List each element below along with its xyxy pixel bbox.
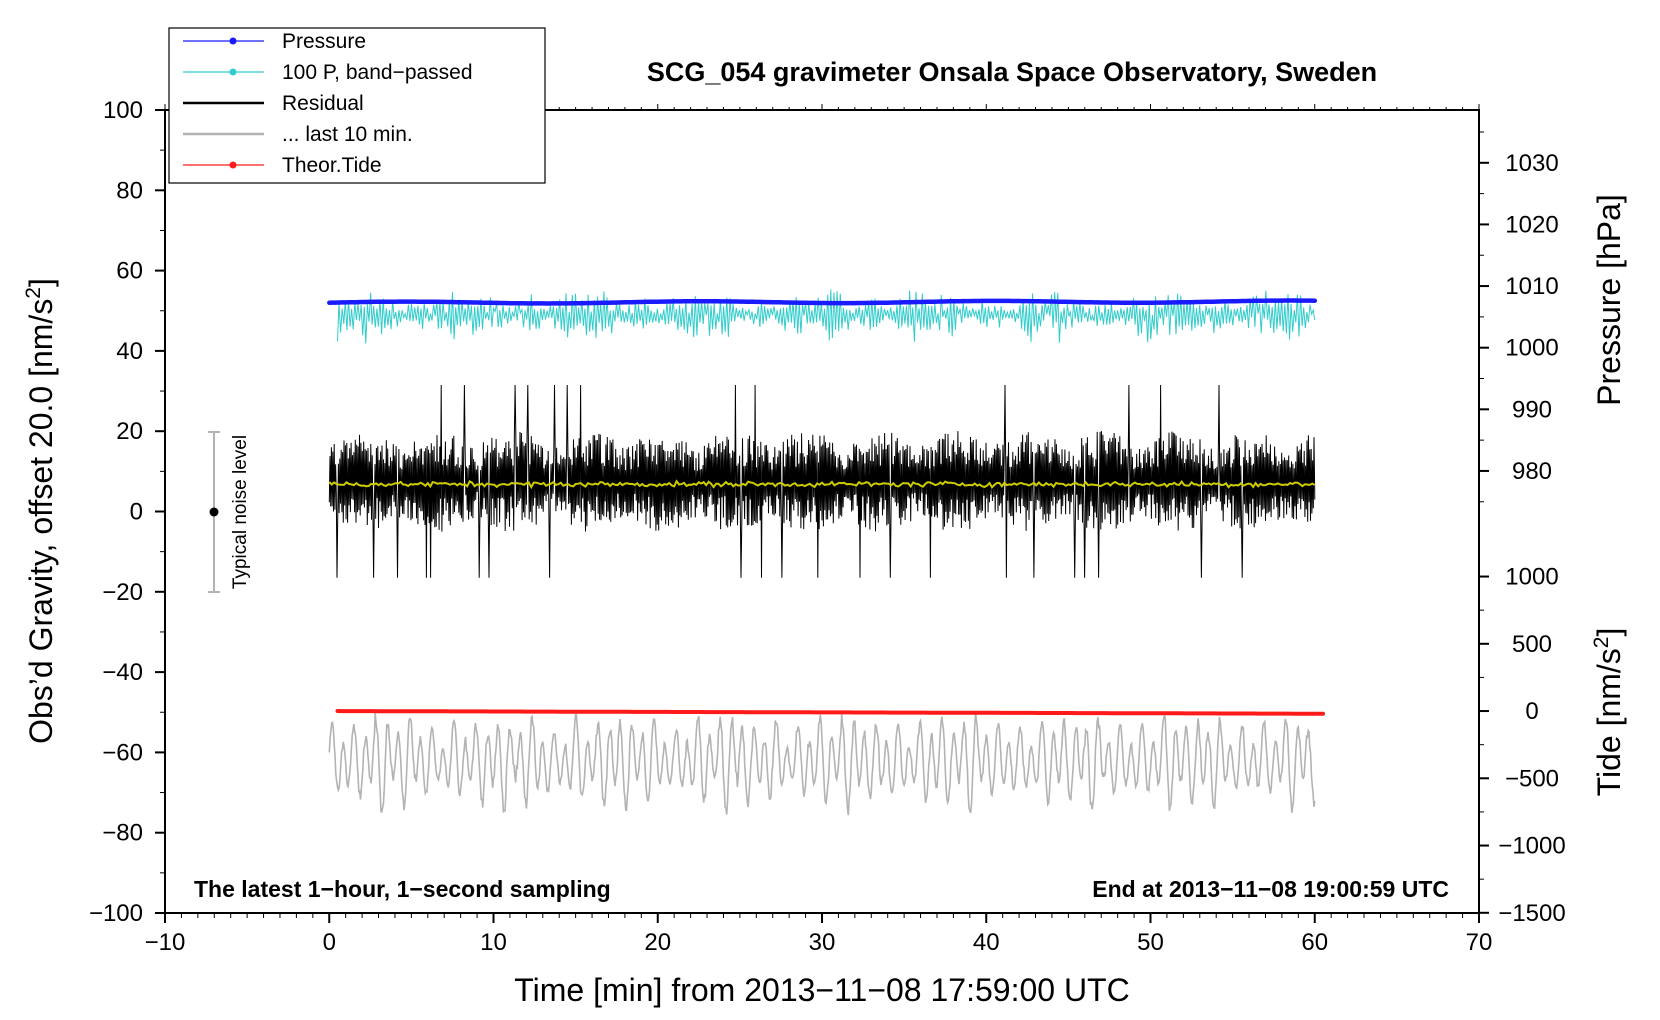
legend-box <box>168 27 546 184</box>
legend-entry: Theor.Tide <box>183 154 382 177</box>
legend-swatch-marker <box>229 161 237 169</box>
band-passed-pressure-line <box>337 289 1316 344</box>
y-tick-label: 100 <box>103 97 143 124</box>
y-tick-label: −100 <box>89 900 143 927</box>
y-tick-label: 0 <box>130 499 143 526</box>
tide-tick-label: 1000 <box>1505 564 1558 591</box>
legend-entry: Pressure <box>183 30 366 53</box>
tide-tick-label: −500 <box>1505 765 1559 792</box>
y-tick-label: −80 <box>102 820 143 847</box>
x-tick-label: −10 <box>145 929 186 956</box>
y-axis-title-main: Obs’d Gravity, offset 20.0 [nm/s <box>23 299 59 744</box>
x-tick-label: 50 <box>1137 929 1164 956</box>
noise-bar-center-dot <box>209 507 219 517</box>
x-tick-label: 20 <box>644 929 671 956</box>
tide-tick-label: −1500 <box>1498 900 1565 927</box>
x-tick-label: 30 <box>809 929 836 956</box>
theoretical-tide-line <box>335 709 1325 716</box>
pressure-tick-label: 980 <box>1512 458 1552 485</box>
data-traces <box>327 289 1325 816</box>
legend-label: Pressure <box>282 30 366 53</box>
pressure-tick-label: 1010 <box>1505 273 1558 300</box>
x-tick-label: 70 <box>1466 929 1493 956</box>
pressure-tick-label: 1020 <box>1505 211 1558 238</box>
tide-tick-label: 500 <box>1512 631 1552 658</box>
pressure-tick-label: 1000 <box>1505 335 1558 362</box>
legend-label: Theor.Tide <box>282 154 382 177</box>
residual-line <box>328 384 1316 578</box>
tide-tick-label: −1000 <box>1498 833 1565 860</box>
y-tick-label: −60 <box>102 739 143 766</box>
x-tick-label: 0 <box>323 929 336 956</box>
last-10-min-line <box>328 712 1316 816</box>
legend-entry: Residual <box>183 92 364 115</box>
legend-label: 100 P, band−passed <box>282 61 473 84</box>
x-tick-label: 60 <box>1301 929 1328 956</box>
legend-label: ... last 10 min. <box>282 123 413 146</box>
y-axis-title-close: ] <box>23 278 59 287</box>
tide-axis-title-sup: 2 <box>1590 637 1613 649</box>
legend-label: Residual <box>282 92 364 115</box>
noise-level-indicator: Typical noise level <box>208 431 251 593</box>
pressure-line <box>327 298 1318 306</box>
x-axis-title: Time [min] from 2013−11−08 17:59:00 UTC <box>514 972 1129 1008</box>
tide-axis-title-main: Tide [nm/s <box>1591 648 1627 796</box>
y-tick-label: 20 <box>116 418 143 445</box>
tide-axis-title-close: ] <box>1591 628 1627 637</box>
legend-swatch-marker <box>229 37 237 45</box>
y-axis-title-sup: 2 <box>22 287 45 299</box>
residual-smoothed-line <box>328 479 1316 490</box>
sampling-annotation: The latest 1−hour, 1−second sampling <box>194 876 611 902</box>
x-tick-label: 10 <box>480 929 507 956</box>
legend: Pressure 100 P, band−passed Residual ... la… <box>168 27 546 184</box>
y-tick-label: −20 <box>102 579 143 606</box>
y-tick-label: 60 <box>116 258 143 285</box>
end-time-annotation: End at 2013−11−08 19:00:59 UTC <box>1092 876 1449 902</box>
legend-entry: ... last 10 min. <box>183 123 413 146</box>
tide-tick-label: 0 <box>1525 698 1538 725</box>
y-tick-label: −40 <box>102 659 143 686</box>
pressure-tick-label: 1030 <box>1505 150 1558 177</box>
legend-swatch-marker <box>229 68 237 76</box>
noise-level-label: Typical noise level <box>230 435 251 589</box>
pressure-axis-title: Pressure [hPa] <box>1591 194 1627 406</box>
x-tick-label: 40 <box>973 929 1000 956</box>
pressure-tick-label: 990 <box>1512 396 1552 423</box>
y-tick-label: 80 <box>116 177 143 204</box>
legend-entry: 100 P, band−passed <box>183 61 473 84</box>
y-axis-title: Obs’d Gravity, offset 20.0 [nm/s2] <box>22 278 59 744</box>
legend-entries: Pressure 100 P, band−passed Residual ... la… <box>183 30 473 177</box>
y-tick-label: 40 <box>116 338 143 365</box>
chart-title: SCG_054 gravimeter Onsala Space Observat… <box>647 57 1377 87</box>
tide-axis-title: Tide [nm/s2] <box>1590 628 1627 797</box>
